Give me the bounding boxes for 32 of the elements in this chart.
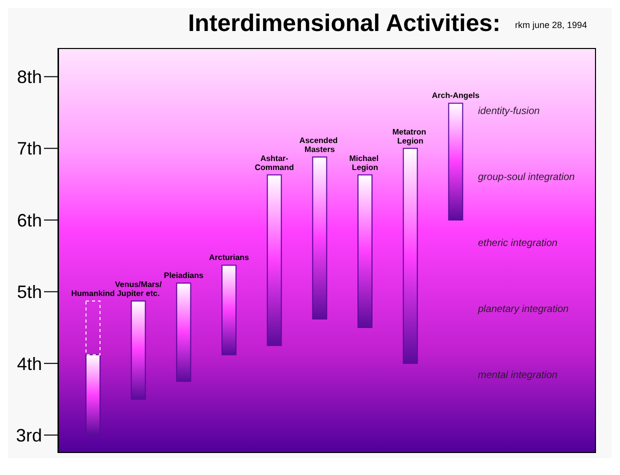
bar (176, 282, 192, 382)
x-tick-label: Arch-Angels (432, 91, 480, 100)
x-tick-label: Ashtar-Command (254, 154, 294, 172)
x-tick-label: Humankind (71, 289, 115, 298)
bar (402, 148, 418, 364)
annotation: identity-fusion (478, 106, 540, 117)
annotation: group-soul integration (478, 172, 575, 183)
x-tick-label: Michael Legion (349, 154, 381, 172)
y-tick-label: 6th (16, 210, 42, 230)
bar (358, 174, 372, 328)
annotation: planetary integration (478, 304, 569, 315)
annotation: mental integration (478, 370, 558, 381)
y-tick-label: 7th (16, 138, 42, 159)
annotation: etheric integration (478, 238, 558, 249)
bar (448, 102, 464, 221)
y-tick-label: 3rd (16, 425, 42, 446)
x-tick-label: Arcturians (208, 253, 250, 262)
x-tick-label: Venus/Mars/Jupiter etc. (114, 280, 162, 298)
bar (86, 354, 100, 436)
y-tick-label: 8th (16, 67, 42, 88)
y-tick-label: 4th (16, 354, 42, 374)
x-tick-label: Pleiadians (164, 271, 204, 280)
y-tick-label: 5th (16, 282, 42, 302)
x-tick-label: Ascended Masters (299, 136, 340, 154)
x-tick-label: Metatron Legion (392, 127, 428, 146)
chart-title: Interdimensional Activities: (188, 10, 501, 38)
bar (222, 264, 236, 356)
bar (86, 300, 100, 356)
bar (130, 300, 146, 400)
bar (312, 156, 328, 320)
bar (266, 174, 282, 346)
text: rkm june 28, 1994 (515, 20, 588, 30)
